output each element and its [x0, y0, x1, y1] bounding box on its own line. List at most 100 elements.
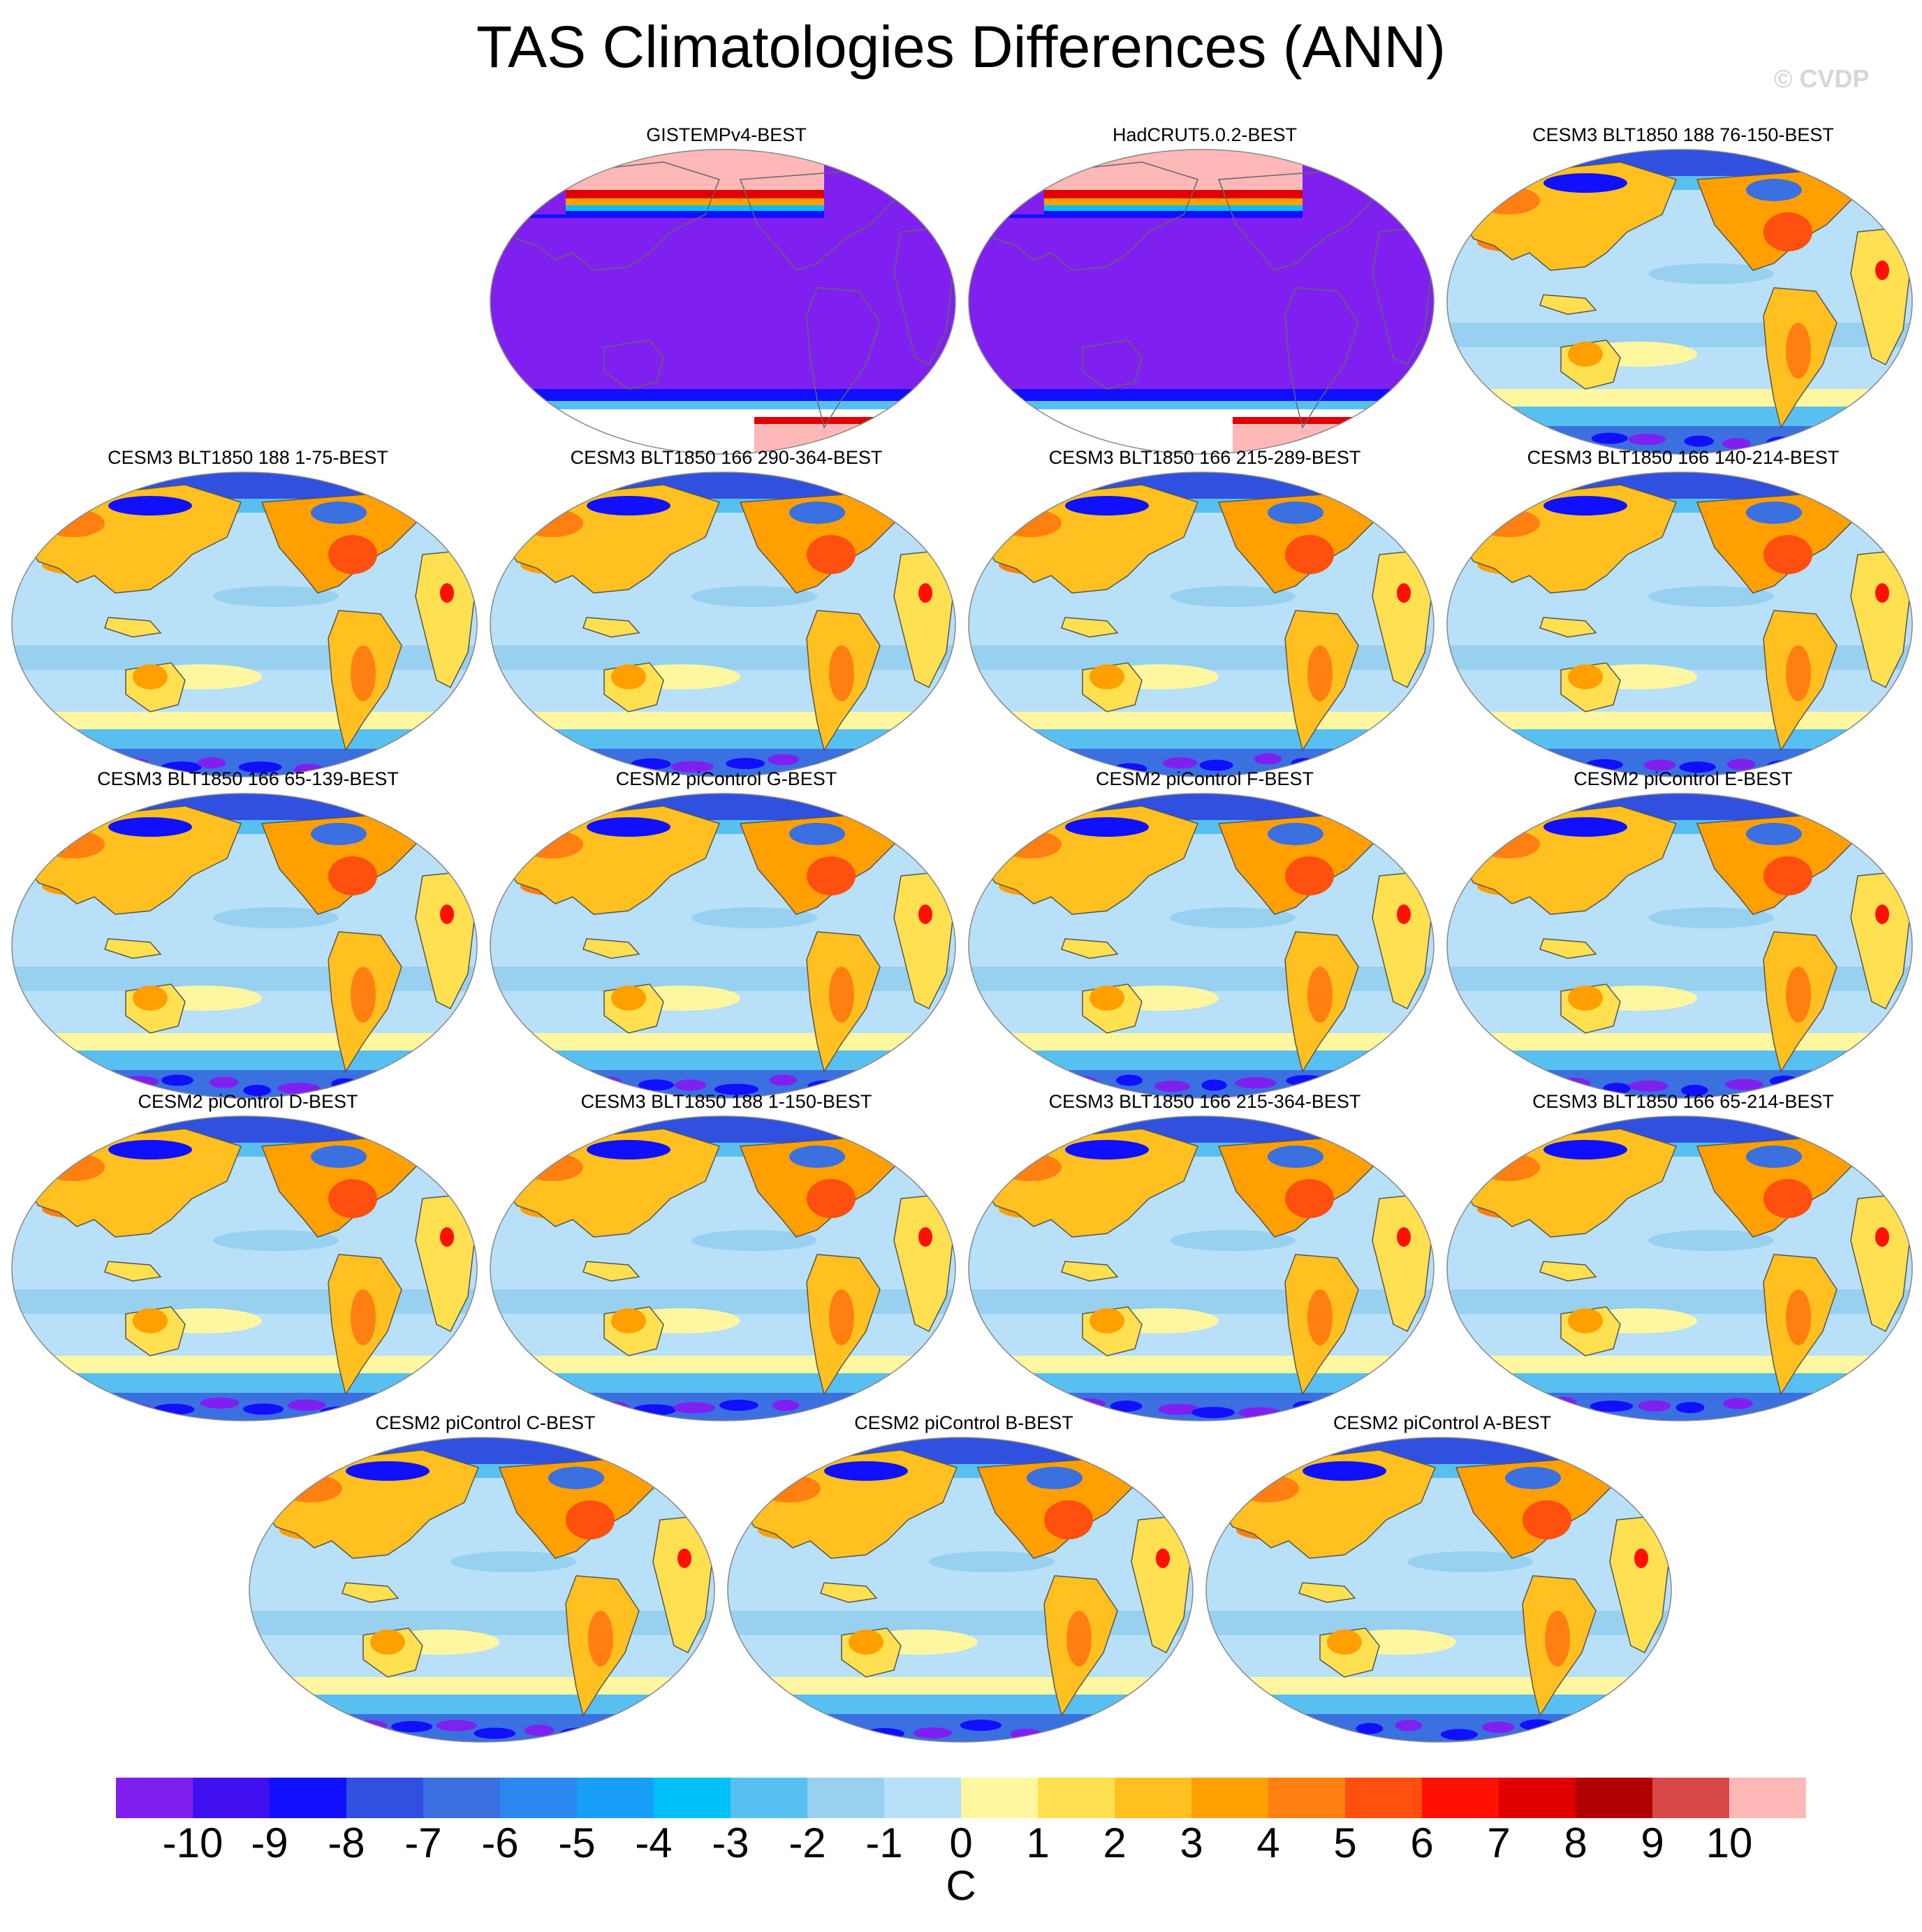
- australia-hotspot: [133, 986, 168, 1011]
- africa-hotspot: [1875, 261, 1889, 280]
- siberia-cold: [1065, 817, 1149, 837]
- arctic-band: [1206, 1437, 1671, 1468]
- map-panel-title: CESM2 piControl E-BEST: [1573, 768, 1793, 789]
- australia-hotspot: [1090, 1308, 1124, 1333]
- australia-hotspot: [611, 664, 646, 689]
- north-america-hotspot: [1763, 1179, 1812, 1218]
- australia-hotspot: [1568, 1308, 1603, 1333]
- equatorial-cool: [1648, 586, 1774, 607]
- southern-blue-band: [969, 389, 1434, 403]
- indonesia-landmass: [1539, 938, 1597, 959]
- colorbar-tick-label: -7: [404, 1820, 442, 1866]
- southern-band: [12, 645, 477, 670]
- antarctic-cold-cell: [1591, 432, 1628, 444]
- antarctic-band: [249, 1714, 714, 1742]
- southern-band: [1447, 645, 1912, 670]
- antarctic-cold-cell: [544, 754, 578, 766]
- antarctic-cold-cell: [1549, 1397, 1577, 1409]
- map-panel-title: CESM3 BLT1850 188 1-150-BEST: [580, 1091, 872, 1112]
- copyright-label: © CVDP: [1774, 64, 1870, 93]
- greenland-cold: [789, 1146, 845, 1168]
- world-map: [1205, 1437, 1672, 1743]
- andes-hotspot: [1786, 323, 1811, 379]
- equatorial-cool: [1170, 907, 1296, 928]
- indonesia-landmass: [582, 938, 640, 959]
- arctic-warm-band: [490, 149, 955, 197]
- greenland-cold: [1505, 1467, 1561, 1489]
- antarctic-cold-cell: [1395, 1720, 1423, 1732]
- andes-hotspot: [351, 967, 376, 1023]
- antarctic-cold-cell: [74, 753, 115, 765]
- arctic-band: [1447, 472, 1912, 502]
- subarctic-band: [1447, 820, 1912, 834]
- siberia-cold: [1543, 817, 1627, 837]
- antarctic-cold-cell: [768, 754, 799, 766]
- greenland-cold: [311, 502, 367, 524]
- antarctic-cold-cell: [524, 1725, 555, 1736]
- siberia-cold: [824, 1461, 908, 1481]
- world-map: [11, 471, 478, 777]
- arctic-missing-west: [490, 149, 566, 214]
- australia-hotspot: [1568, 986, 1603, 1011]
- central-asia-hotspot: [520, 1153, 583, 1181]
- arctic-band: [1447, 793, 1912, 824]
- map-panel: CESM3 BLT1850 166 290-364-BEST: [489, 446, 964, 788]
- siberia-cold: [108, 817, 192, 837]
- greenland-cold: [1027, 1467, 1083, 1489]
- southern-warm-band: [249, 1677, 714, 1695]
- andes-hotspot: [1545, 1611, 1570, 1667]
- siberia-cold: [346, 1461, 430, 1481]
- antarctic-cold-cell: [209, 1076, 239, 1088]
- map-panel-title: CESM3 BLT1850 166 215-289-BEST: [1048, 447, 1361, 468]
- map-border: [490, 1115, 956, 1421]
- arctic-cyan-band: [490, 205, 955, 212]
- greenland-cold: [789, 823, 845, 845]
- subarctic-band: [12, 1143, 477, 1157]
- australia-hotspot: [370, 1630, 405, 1655]
- world-map: [1446, 1115, 1913, 1421]
- map-panel: CESM3 BLT1850 166 140-214-BEST: [1446, 446, 1921, 788]
- subarctic-band: [490, 499, 955, 513]
- subarctic-band: [969, 1143, 1434, 1157]
- arctic-missing-west: [969, 149, 1044, 214]
- world-map: [1446, 149, 1913, 455]
- map-panel-title: CESM3 BLT1850 188 76-150-BEST: [1532, 124, 1834, 145]
- southern-band: [969, 645, 1434, 670]
- world-map: [490, 793, 956, 1099]
- central-asia-hotspot: [42, 1153, 105, 1181]
- australia-hotspot: [133, 1308, 168, 1333]
- antarctic-cold-cell: [1463, 434, 1495, 446]
- equatorial-cool: [1648, 263, 1774, 284]
- central-asia-hotspot: [1236, 1474, 1299, 1502]
- map-panel-title: CESM3 BLT1850 188 1-75-BEST: [108, 447, 388, 468]
- africa-hotspot: [440, 1227, 454, 1247]
- australia-hotspot: [1568, 342, 1603, 367]
- antarctic-cold-cell: [674, 1079, 707, 1091]
- africa-hotspot: [677, 1549, 691, 1568]
- antarctic-cold-cell: [1191, 1407, 1235, 1419]
- antarctic-cold-cell: [1807, 1401, 1844, 1413]
- central-asia-hotspot: [279, 1474, 342, 1502]
- map-panel: CESM2 piControl G-BEST: [489, 767, 964, 1109]
- equatorial-cool: [929, 1551, 1055, 1572]
- antarctic-cold-cell: [474, 1727, 516, 1739]
- map-panel: CESM2 piControl E-BEST: [1446, 767, 1921, 1109]
- southern-band: [12, 967, 477, 991]
- southern-warm-band: [728, 1677, 1193, 1695]
- greenland-cold: [1746, 1146, 1802, 1168]
- africa-hotspot: [1875, 583, 1889, 603]
- map-panel-title: CESM2 piControl G-BEST: [615, 768, 837, 789]
- antarctic-cold-cell: [1254, 1720, 1299, 1732]
- arctic-band: [728, 1437, 1193, 1468]
- map-panel-title: GISTEMPv4-BEST: [646, 124, 807, 145]
- central-asia-hotspot: [758, 1474, 821, 1502]
- southern-warm-band: [1447, 712, 1912, 729]
- equatorial-cool: [1648, 907, 1774, 928]
- southern-band: [969, 967, 1434, 991]
- antarctic-cold-cell: [1681, 1085, 1708, 1097]
- andes-hotspot: [829, 645, 854, 701]
- indonesia-landmass: [582, 1261, 640, 1282]
- subarctic-band: [1206, 1464, 1671, 1478]
- colorbar-tick-label: -10: [162, 1820, 223, 1866]
- map-border: [249, 1437, 715, 1743]
